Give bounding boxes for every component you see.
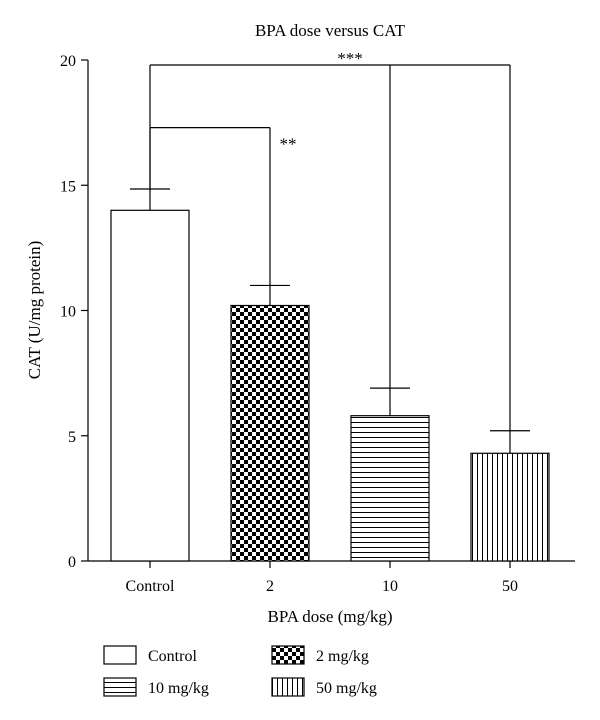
legend-label: Control [148,648,197,665]
bars [110,209,550,562]
legend-swatch [271,645,305,665]
x-tick-label: 2 [266,578,274,595]
legend: Control 2 mg/kg 10 mg/kg 50 mg/kg [103,645,377,697]
legend-label: 2 mg/kg [316,648,369,665]
y-tick-label: 10 [60,304,76,321]
x-tick-label: 50 [502,578,518,595]
bar [230,304,310,562]
legend-label: 50 mg/kg [316,680,377,697]
legend-swatch [103,677,137,697]
bar [110,209,190,562]
chart-title: BPA dose versus CAT [255,21,406,40]
significance-brackets: ***** [149,49,511,431]
bar [350,415,430,562]
legend-swatch [271,677,305,697]
x-axis: Control 2 10 50 [88,560,575,595]
error-bars [130,188,530,454]
significance-label: ** [280,135,297,154]
legend-swatch [103,645,137,665]
x-axis-label: BPA dose (mg/kg) [267,607,392,626]
y-tick-label: 20 [60,53,76,70]
y-axis: 0 5 10 15 20 [60,53,89,571]
y-tick-label: 5 [68,429,76,446]
y-axis-label: CAT (U/mg protein) [25,241,44,380]
y-tick-label: 0 [68,554,76,571]
significance-label: *** [337,49,363,68]
x-tick-label: 10 [382,578,398,595]
legend-label: 10 mg/kg [148,680,209,697]
x-tick-label: Control [126,578,175,595]
y-tick-label: 15 [60,178,76,195]
bar [470,452,550,562]
